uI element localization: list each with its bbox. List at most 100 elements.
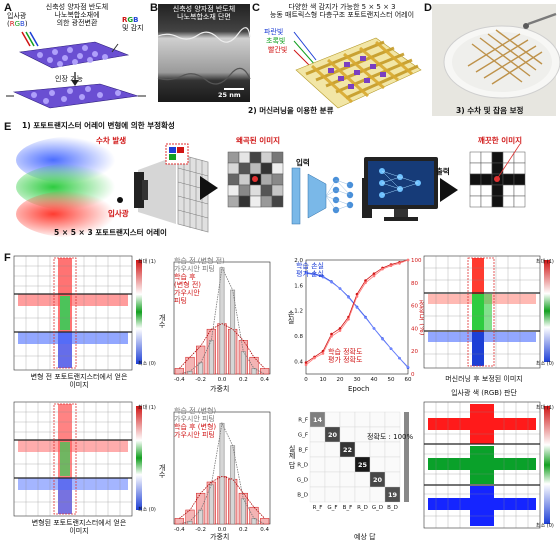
- loss-xtick: 30: [354, 377, 361, 383]
- confusion-row-label: R_F: [298, 418, 308, 424]
- confusion-row-label: R_D: [297, 463, 308, 469]
- loss-legend-bottom: 학습 정확도 평가 정확도: [328, 348, 362, 364]
- colorbar-max-1: 최대 (1): [138, 259, 156, 265]
- loss-series-point: [372, 327, 376, 330]
- loss-ytick-right: 20: [411, 349, 418, 355]
- confusion-cell: [339, 456, 356, 473]
- loss-series-point: [347, 296, 350, 299]
- incident-light-label: 입사광: [108, 209, 129, 218]
- loss-legend-val-acc: 평가 정확도: [328, 356, 363, 365]
- confusion-cell: [384, 411, 401, 428]
- confusion-cell: [339, 471, 356, 488]
- confusion-col-label: B_F: [343, 505, 353, 511]
- panel-letter-f: F: [4, 252, 11, 264]
- loss-series-point: [330, 335, 333, 338]
- confusion-cell: [339, 411, 356, 428]
- hist1-legend-fit: 가우시안 피팅: [174, 265, 215, 274]
- confusion-cell: [354, 441, 371, 458]
- confusion-cell: [384, 486, 401, 503]
- confusion-row-label: G_F: [298, 433, 308, 439]
- loss-series-point: [364, 279, 367, 282]
- histogram-before-deformation: -0.4 -0.2 0.0 0.2 0.4: [173, 261, 271, 383]
- confusion-cell-value: 22: [343, 446, 352, 454]
- loss-ylabel-right: 정확도 (%): [418, 300, 427, 336]
- confusion-cell: [324, 471, 341, 488]
- hist2-xtick: 0.2: [239, 527, 248, 533]
- caption-after-deformation: 변형된 포토트랜지스터에서 얻은 이미지: [31, 519, 127, 536]
- hist2-ylabel: 개수: [158, 464, 167, 478]
- loss-ytick-left: 0.8: [294, 334, 303, 340]
- loss-series-point: [355, 306, 359, 309]
- hist2-legend: 학습 전 (변형) 가우시안 피팅 학습 후 (변형) 가우시안 피팅: [174, 407, 264, 439]
- hist1-legend-gauss-2: 피팅: [174, 297, 187, 306]
- confusion-row-label: B_D: [297, 493, 308, 499]
- panel-a-rgb-label: RGB 및 감지: [122, 16, 144, 33]
- loss-series-point: [372, 272, 376, 275]
- loss-accuracy-chart: 0 10 20 30 40 50 60 0.4 0.8 1.2 1.6 2.0 0 20 40 60 80 100: [294, 258, 422, 383]
- loss-ytick-right: 60: [411, 304, 418, 310]
- aberration-label: 수차 발생: [96, 136, 127, 145]
- loss-ytick-right: 0: [411, 372, 415, 378]
- hist2-xtick: 0.0: [218, 527, 227, 533]
- panel-c-title: 다양한 색 감지가 가능한 5 × 5 × 3 능동 매트릭스형 다층구조 포토…: [269, 3, 415, 20]
- colorbar-min-4: 최소 (0): [536, 523, 554, 529]
- loss-ytick-left: 0.4: [294, 359, 303, 365]
- loss-ytick-left: 1.6: [294, 283, 303, 289]
- clear-image: [469, 143, 526, 208]
- loss-series-point: [406, 365, 410, 369]
- loss-series-point: [364, 281, 367, 285]
- caption-before-deformation: 변형 전 포토트랜지스터에서 얻은 이미지: [30, 373, 128, 390]
- hist1-xtick: 0.4: [260, 377, 269, 383]
- loss-ytick-right: 40: [411, 326, 418, 332]
- loss-series-point: [381, 337, 384, 341]
- stretched-array-photo: [443, 12, 560, 99]
- hist1-xtick: 0.0: [218, 377, 227, 383]
- loss-xlabel: Epoch: [348, 385, 370, 393]
- array-label: 5 × 5 × 3 포토트랜지스터 어레이: [54, 228, 167, 237]
- colorbar-min-1: 최소 (0): [138, 361, 156, 367]
- loss-xtick: 20: [337, 377, 344, 383]
- confusion-cell: [354, 411, 371, 428]
- loss-series-point: [355, 295, 359, 298]
- confusion-accuracy: 정확도 : 100%: [367, 433, 414, 441]
- confusion-cell: [384, 456, 401, 473]
- loss-legend-val-loss: 평가 손실: [296, 270, 324, 279]
- loss-xtick: 10: [320, 377, 327, 383]
- layer-label-red: 빨간빛: [268, 46, 288, 54]
- scale-bar: [224, 88, 244, 90]
- confusion-cell: [309, 486, 326, 503]
- confusion-cell-value: 20: [373, 476, 383, 484]
- confusion-ylabel: 실제 답: [288, 445, 297, 469]
- hist2-bar-before: [251, 518, 257, 525]
- hist1-bar-before: [251, 368, 257, 375]
- confusion-cell: [369, 486, 386, 503]
- hist1-legend: 학습 전 (변형 전) 가우시안 피팅 학습 후 (변형 전) 가우시안 피팅: [174, 257, 264, 305]
- loss-series-point: [321, 275, 325, 279]
- confusion-matrix: 14 20 22 25 20 19 R_F R_F G_F G_F B_F B_F R_D R_D G_D G…: [297, 411, 409, 511]
- hist2-legend-gauss: 가우시안 피팅: [174, 431, 215, 440]
- hist2-bar-before: [208, 484, 214, 525]
- confusion-cell: [339, 486, 356, 503]
- confusion-cell: [309, 441, 326, 458]
- confusion-cell: [354, 486, 371, 503]
- hist1-xlabel: 가중치: [210, 385, 230, 393]
- hist1-xtick: -0.4: [174, 377, 185, 383]
- panel-letter-e: E: [4, 121, 12, 133]
- hist2-fit-before: [179, 421, 265, 525]
- confusion-cell: [324, 441, 341, 458]
- loss-axes: [305, 259, 409, 375]
- panel-a-illustration: [6, 31, 146, 109]
- panel-letter-b: B: [150, 2, 158, 14]
- hist1-xtick: -0.2: [195, 377, 206, 383]
- loss-ytick-left: 2.0: [294, 258, 303, 264]
- loss-series-point: [330, 332, 333, 336]
- step-3-title: 3) 수차 및 잡음 보정: [456, 106, 524, 115]
- loss-series-point: [389, 347, 393, 350]
- scale-label: 25 nm: [218, 91, 241, 99]
- loss-ylabel-left: 손실: [287, 310, 296, 324]
- loss-ytick-right: 100: [411, 258, 422, 264]
- arrow-2-icon: [440, 178, 458, 202]
- hist2-legend-before: 학습 전 (변형): [174, 407, 217, 415]
- hist1-legend-before: 학습 전 (변형 전): [174, 257, 225, 265]
- loss-legend-train-acc: 학습 정확도: [328, 348, 363, 356]
